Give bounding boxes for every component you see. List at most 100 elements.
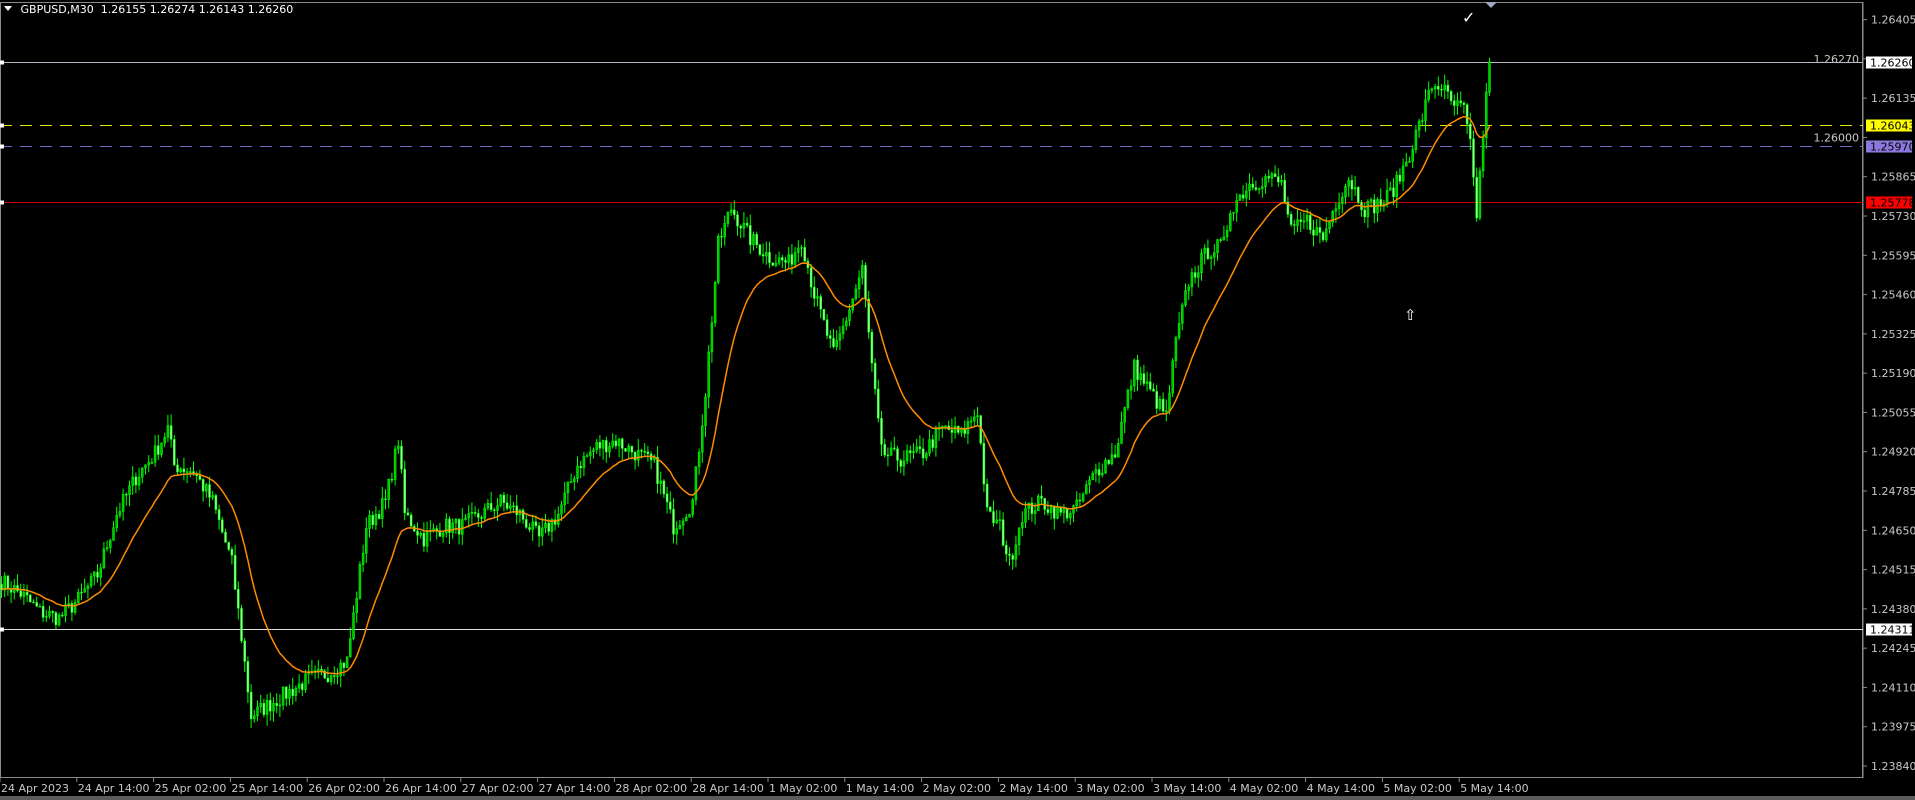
bull-candle bbox=[531, 521, 534, 530]
bull-candle bbox=[361, 553, 365, 565]
bull-candle bbox=[1190, 272, 1194, 288]
bear-candle bbox=[598, 442, 602, 449]
bear-candle bbox=[1011, 555, 1014, 560]
bull-candle bbox=[627, 445, 630, 452]
bear-candle bbox=[1078, 499, 1082, 502]
bull-candle bbox=[726, 212, 730, 224]
bear-candle bbox=[1046, 509, 1050, 513]
bull-candle bbox=[1456, 100, 1459, 106]
bull-candle bbox=[608, 445, 611, 453]
bear-candle bbox=[809, 267, 813, 288]
bear-candle bbox=[406, 512, 410, 516]
bull-candle bbox=[1120, 421, 1123, 444]
bull-candle bbox=[365, 528, 368, 554]
bull-candle bbox=[934, 429, 938, 448]
bull-candle bbox=[112, 527, 115, 541]
bull-candle bbox=[973, 416, 976, 422]
bear-candle bbox=[547, 522, 550, 532]
bull-candle bbox=[1200, 253, 1203, 274]
bull-candle bbox=[582, 455, 586, 469]
chart-shift-triangle-icon[interactable] bbox=[1485, 2, 1497, 8]
bear-candle bbox=[1001, 519, 1005, 546]
bear-candle bbox=[1363, 209, 1366, 218]
bull-candle bbox=[1408, 161, 1411, 163]
bear-candle bbox=[790, 254, 794, 265]
bear-candle bbox=[1392, 187, 1395, 198]
price-tick-label: 1.26135 bbox=[1871, 92, 1915, 105]
bull-candle bbox=[1075, 499, 1078, 506]
bear-candle bbox=[208, 484, 211, 498]
bull-candle bbox=[573, 478, 576, 482]
dropdown-triangle-icon[interactable] bbox=[4, 6, 12, 11]
bear-candle bbox=[739, 225, 742, 229]
bull-candle bbox=[150, 462, 154, 464]
bear-candle bbox=[909, 450, 912, 454]
bull-candle bbox=[1126, 389, 1130, 408]
bull-candle bbox=[499, 494, 502, 506]
bull-candle bbox=[1235, 200, 1238, 213]
bear-candle bbox=[1059, 506, 1062, 513]
bull-candle bbox=[637, 449, 640, 461]
bull-candle bbox=[1110, 454, 1114, 465]
bear-candle bbox=[240, 608, 243, 642]
bull-candle bbox=[3, 575, 6, 591]
bull-candle bbox=[1248, 183, 1251, 192]
bull-candle bbox=[1331, 211, 1334, 223]
bull-candle bbox=[1213, 252, 1216, 258]
line-handle[interactable] bbox=[0, 627, 4, 632]
symbol-label: GBPUSD,M30 bbox=[20, 3, 94, 16]
bull-candle bbox=[541, 527, 544, 537]
bear-candle bbox=[1040, 495, 1043, 499]
bear-candle bbox=[1136, 359, 1139, 381]
bull-candle bbox=[1414, 129, 1418, 150]
line-handle[interactable] bbox=[0, 200, 4, 205]
bear-candle bbox=[1005, 544, 1008, 555]
bull-candle bbox=[141, 467, 144, 478]
bear-candle bbox=[275, 703, 278, 706]
bull-candle bbox=[717, 235, 720, 283]
bull-candle bbox=[1203, 247, 1206, 254]
bear-candle bbox=[169, 425, 173, 440]
bear-candle bbox=[269, 699, 272, 712]
bear-candle bbox=[992, 511, 995, 524]
price-line-label: 1.25970 bbox=[1870, 141, 1915, 154]
bull-candle bbox=[1222, 236, 1226, 240]
price-tick-label: 1.26270 bbox=[1814, 53, 1860, 66]
bear-candle bbox=[227, 542, 230, 550]
bear-candle bbox=[784, 259, 787, 263]
bull-candle bbox=[1081, 493, 1085, 502]
bear-candle bbox=[493, 509, 496, 511]
bull-candle bbox=[105, 547, 109, 550]
bear-candle bbox=[537, 525, 541, 537]
line-handle[interactable] bbox=[0, 144, 4, 149]
bull-candle bbox=[752, 234, 755, 246]
bear-candle bbox=[32, 601, 35, 604]
bull-candle bbox=[544, 522, 547, 529]
line-handle[interactable] bbox=[0, 123, 4, 128]
bear-candle bbox=[173, 439, 176, 466]
bull-candle bbox=[1302, 220, 1306, 223]
bear-candle bbox=[521, 509, 525, 520]
bull-candle bbox=[777, 257, 781, 264]
line-handle[interactable] bbox=[0, 60, 4, 65]
time-tick-label: 5 May 14:00 bbox=[1460, 782, 1528, 795]
time-tick-label: 24 Apr 14:00 bbox=[78, 782, 150, 795]
bear-candle bbox=[630, 445, 634, 453]
bear-candle bbox=[819, 296, 822, 310]
bear-candle bbox=[1462, 102, 1466, 105]
bear-candle bbox=[515, 505, 518, 516]
bull-candle bbox=[281, 686, 285, 706]
bear-candle bbox=[893, 447, 896, 450]
bull-candle bbox=[1443, 84, 1446, 91]
time-tick-label: 1 May 14:00 bbox=[846, 782, 914, 795]
bull-candle bbox=[1232, 212, 1235, 214]
price-tick-label: 1.26405 bbox=[1871, 14, 1915, 27]
bull-candle bbox=[339, 662, 342, 677]
bull-candle bbox=[1401, 165, 1405, 182]
bull-candle bbox=[128, 485, 131, 495]
bear-candle bbox=[96, 571, 99, 578]
bull-candle bbox=[848, 309, 851, 322]
bear-candle bbox=[672, 508, 675, 535]
bull-candle bbox=[496, 505, 499, 511]
